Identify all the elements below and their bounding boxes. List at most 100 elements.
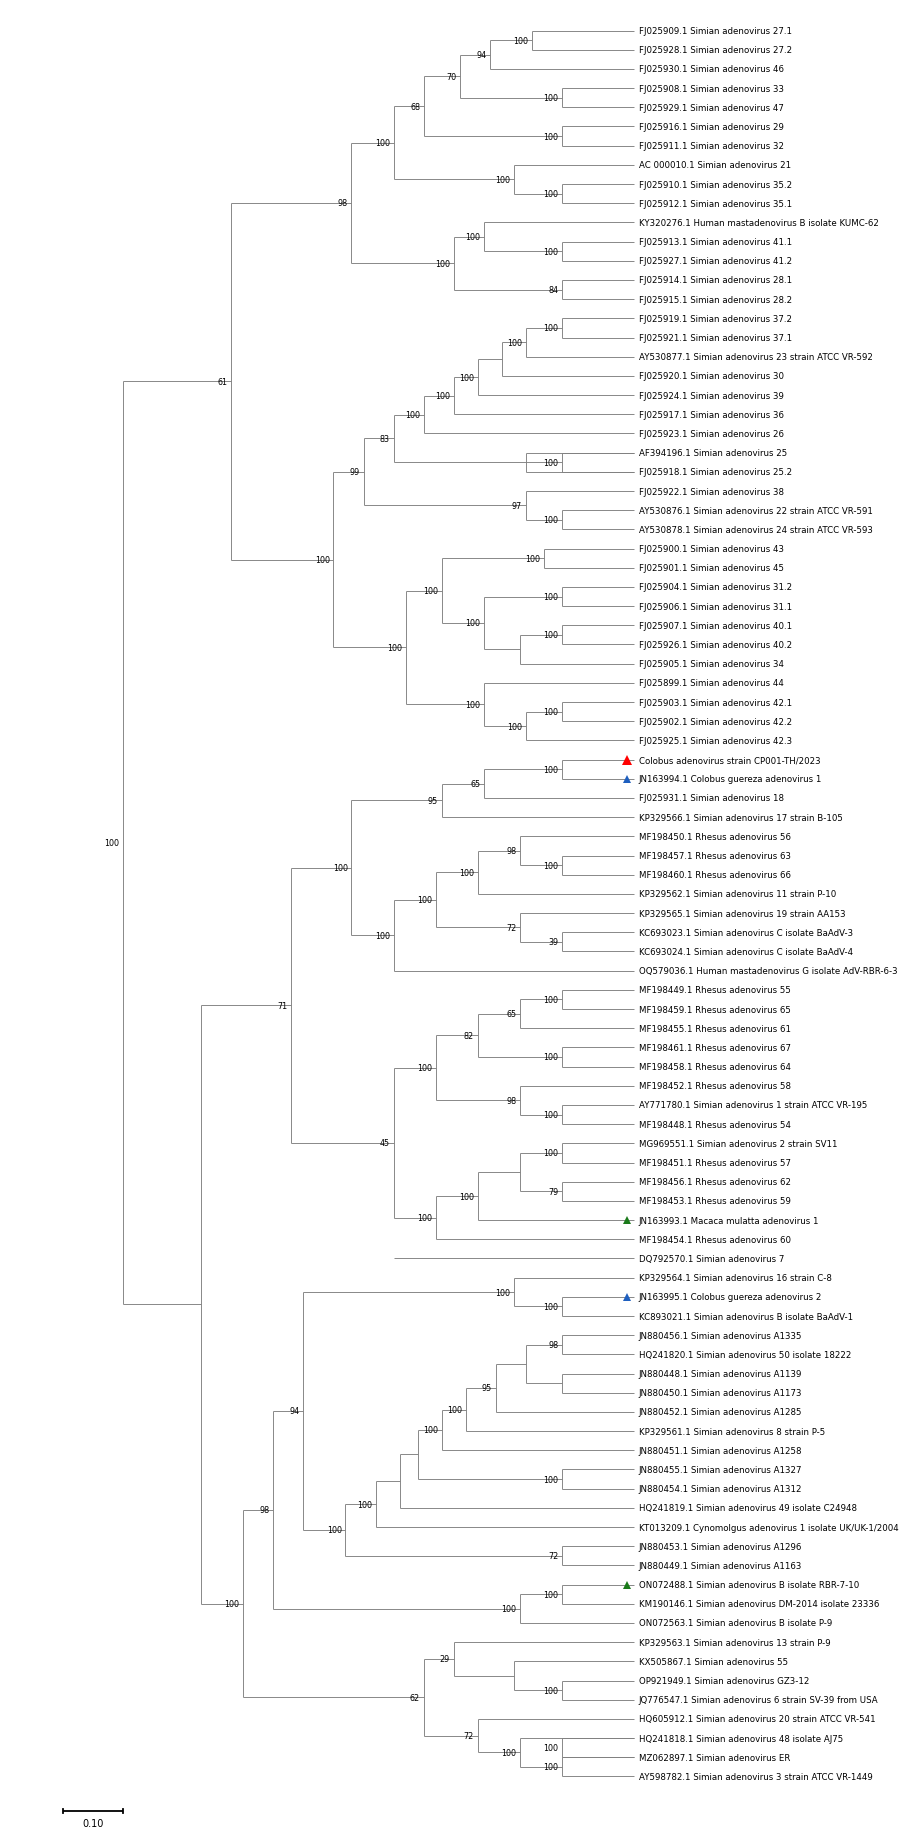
Text: FJ025918.1 Simian adenovirus 25.2: FJ025918.1 Simian adenovirus 25.2 [639,467,792,476]
Text: 100: 100 [495,1288,510,1297]
Text: 61: 61 [218,377,228,387]
Text: 100: 100 [544,995,558,1004]
Text: 100: 100 [417,896,432,905]
Text: FJ025908.1 Simian adenovirus 33: FJ025908.1 Simian adenovirus 33 [639,84,784,93]
Text: 97: 97 [512,502,522,511]
Text: KC893021.1 Simian adenovirus B isolate BaAdV-1: KC893021.1 Simian adenovirus B isolate B… [639,1312,853,1321]
Text: 45: 45 [380,1140,390,1147]
Text: 100: 100 [526,555,540,564]
Text: JN880449.1 Simian adenovirus A1163: JN880449.1 Simian adenovirus A1163 [639,1561,802,1570]
Text: MF198460.1 Rhesus adenovirus 66: MF198460.1 Rhesus adenovirus 66 [639,870,791,879]
Text: FJ025925.1 Simian adenovirus 42.3: FJ025925.1 Simian adenovirus 42.3 [639,736,792,746]
Text: 100: 100 [544,1053,558,1063]
Text: MF198455.1 Rhesus adenovirus 61: MF198455.1 Rhesus adenovirus 61 [639,1024,791,1033]
Text: 100: 100 [405,410,420,420]
Text: FJ025920.1 Simian adenovirus 30: FJ025920.1 Simian adenovirus 30 [639,372,784,381]
Text: 62: 62 [410,1693,420,1702]
Text: 98: 98 [548,1341,558,1350]
Text: 100: 100 [435,260,450,269]
Text: HQ241819.1 Simian adenovirus 49 isolate C24948: HQ241819.1 Simian adenovirus 49 isolate … [639,1504,857,1513]
Text: 100: 100 [447,1405,462,1414]
Text: KP329561.1 Simian adenovirus 8 strain P-5: KP329561.1 Simian adenovirus 8 strain P-… [639,1427,825,1436]
Text: FJ025912.1 Simian adenovirus 35.1: FJ025912.1 Simian adenovirus 35.1 [639,200,792,209]
Text: HQ605912.1 Simian adenovirus 20 strain ATCC VR-541: HQ605912.1 Simian adenovirus 20 strain A… [639,1715,876,1724]
Text: FJ025923.1 Simian adenovirus 26: FJ025923.1 Simian adenovirus 26 [639,431,784,438]
Text: 100: 100 [327,1526,342,1535]
Text: 68: 68 [410,103,420,112]
Text: KX505867.1 Simian adenovirus 55: KX505867.1 Simian adenovirus 55 [639,1656,788,1665]
Text: 72: 72 [506,923,517,932]
Text: FJ025907.1 Simian adenovirus 40.1: FJ025907.1 Simian adenovirus 40.1 [639,621,792,630]
Text: 100: 100 [375,139,390,148]
Text: KC693023.1 Simian adenovirus C isolate BaAdV-3: KC693023.1 Simian adenovirus C isolate B… [639,929,853,938]
Text: AY598782.1 Simian adenovirus 3 strain ATCC VR-1449: AY598782.1 Simian adenovirus 3 strain AT… [639,1772,873,1781]
Text: FJ025905.1 Simian adenovirus 34: FJ025905.1 Simian adenovirus 34 [639,660,784,669]
Text: JN880453.1 Simian adenovirus A1296: JN880453.1 Simian adenovirus A1296 [639,1543,802,1552]
Text: FJ025922.1 Simian adenovirus 38: FJ025922.1 Simian adenovirus 38 [639,487,784,496]
Text: 72: 72 [548,1552,558,1561]
Text: JQ776547.1 Simian adenovirus 6 strain SV-39 from USA: JQ776547.1 Simian adenovirus 6 strain SV… [639,1695,878,1704]
Text: JN880454.1 Simian adenovirus A1312: JN880454.1 Simian adenovirus A1312 [639,1484,803,1493]
Text: 100: 100 [544,324,558,333]
Text: JN880452.1 Simian adenovirus A1285: JN880452.1 Simian adenovirus A1285 [639,1407,803,1416]
Text: 100: 100 [315,555,329,564]
Text: 99: 99 [349,469,360,476]
Text: 100: 100 [501,1605,517,1614]
Text: 100: 100 [544,1590,558,1599]
Text: 100: 100 [333,865,348,872]
Text: MF198458.1 Rhesus adenovirus 64: MF198458.1 Rhesus adenovirus 64 [639,1063,791,1072]
Text: 94: 94 [290,1407,300,1416]
Text: AC 000010.1 Simian adenovirus 21: AC 000010.1 Simian adenovirus 21 [639,161,791,170]
Text: FJ025913.1 Simian adenovirus 41.1: FJ025913.1 Simian adenovirus 41.1 [639,238,792,247]
Text: 100: 100 [544,861,558,870]
Text: 100: 100 [501,1748,517,1757]
Text: 100: 100 [544,1110,558,1119]
Text: 98: 98 [506,846,517,856]
Text: FJ025911.1 Simian adenovirus 32: FJ025911.1 Simian adenovirus 32 [639,143,784,150]
Text: FJ025904.1 Simian adenovirus 31.2: FJ025904.1 Simian adenovirus 31.2 [639,583,792,592]
Text: 100: 100 [465,700,480,709]
Text: 100: 100 [544,132,558,141]
Text: 100: 100 [544,517,558,526]
Text: FJ025910.1 Simian adenovirus 35.2: FJ025910.1 Simian adenovirus 35.2 [639,180,792,189]
Text: KC693024.1 Simian adenovirus C isolate BaAdV-4: KC693024.1 Simian adenovirus C isolate B… [639,947,853,956]
Text: ON072488.1 Simian adenovirus B isolate RBR-7-10: ON072488.1 Simian adenovirus B isolate R… [639,1581,860,1588]
Text: FJ025917.1 Simian adenovirus 36: FJ025917.1 Simian adenovirus 36 [639,410,784,420]
Text: 71: 71 [277,1002,288,1009]
Text: JN880451.1 Simian adenovirus A1258: JN880451.1 Simian adenovirus A1258 [639,1445,803,1455]
Text: 100: 100 [104,839,120,848]
Text: OP921949.1 Simian adenovirus GZ3-12: OP921949.1 Simian adenovirus GZ3-12 [639,1676,809,1685]
Text: AY530878.1 Simian adenovirus 24 strain ATCC VR-593: AY530878.1 Simian adenovirus 24 strain A… [639,526,873,535]
Text: KP329562.1 Simian adenovirus 11 strain P-10: KP329562.1 Simian adenovirus 11 strain P… [639,890,836,900]
Text: Colobus adenovirus strain CP001-TH/2023: Colobus adenovirus strain CP001-TH/2023 [639,757,821,764]
Text: 100: 100 [495,176,510,185]
Text: 100: 100 [459,374,474,383]
Text: 100: 100 [544,630,558,639]
Text: 98: 98 [338,200,348,209]
Text: 100: 100 [435,392,450,401]
Text: ON072563.1 Simian adenovirus B isolate P-9: ON072563.1 Simian adenovirus B isolate P… [639,1619,833,1627]
Text: 100: 100 [544,707,558,716]
Text: HQ241820.1 Simian adenovirus 50 isolate 18222: HQ241820.1 Simian adenovirus 50 isolate … [639,1350,851,1359]
Text: 100: 100 [417,1064,432,1074]
Text: 100: 100 [357,1500,372,1510]
Text: FJ025902.1 Simian adenovirus 42.2: FJ025902.1 Simian adenovirus 42.2 [639,718,792,725]
Text: KP329564.1 Simian adenovirus 16 strain C-8: KP329564.1 Simian adenovirus 16 strain C… [639,1273,832,1282]
Text: 100: 100 [387,643,402,652]
Text: MF198453.1 Rhesus adenovirus 59: MF198453.1 Rhesus adenovirus 59 [639,1196,791,1205]
Text: FJ025924.1 Simian adenovirus 39: FJ025924.1 Simian adenovirus 39 [639,392,784,401]
Text: MF198454.1 Rhesus adenovirus 60: MF198454.1 Rhesus adenovirus 60 [639,1235,791,1244]
Text: 100: 100 [544,247,558,256]
Text: 100: 100 [544,1149,558,1158]
Text: AY530876.1 Simian adenovirus 22 strain ATCC VR-591: AY530876.1 Simian adenovirus 22 strain A… [639,506,873,515]
Text: 94: 94 [476,51,486,60]
Text: 95: 95 [482,1383,492,1392]
Text: 100: 100 [544,1475,558,1484]
Text: FJ025916.1 Simian adenovirus 29: FJ025916.1 Simian adenovirus 29 [639,123,784,132]
Text: JN163994.1 Colobus guereza adenovirus 1: JN163994.1 Colobus guereza adenovirus 1 [639,775,823,784]
Text: 100: 100 [375,931,390,940]
Text: KP329563.1 Simian adenovirus 13 strain P-9: KP329563.1 Simian adenovirus 13 strain P… [639,1638,831,1647]
Text: DQ792570.1 Simian adenovirus 7: DQ792570.1 Simian adenovirus 7 [639,1255,784,1264]
Text: FJ025927.1 Simian adenovirus 41.2: FJ025927.1 Simian adenovirus 41.2 [639,256,792,266]
Text: 98: 98 [506,1096,517,1105]
